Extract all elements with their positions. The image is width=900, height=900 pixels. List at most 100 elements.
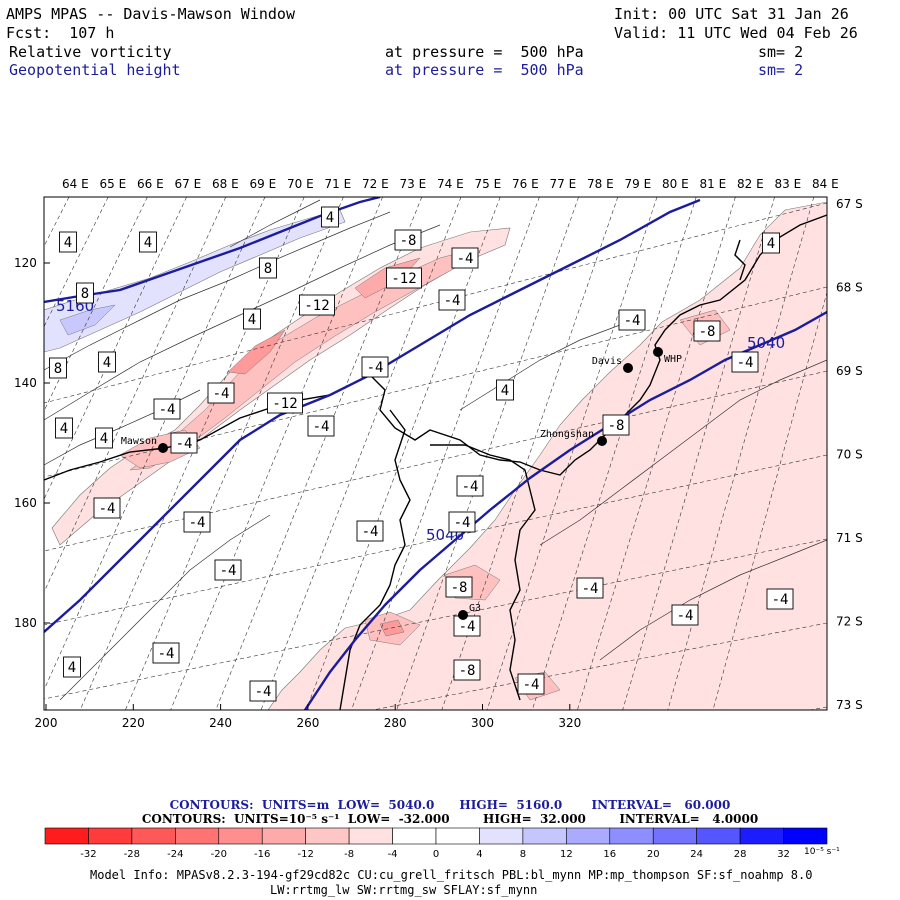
right-latitude-label: 70 S	[836, 448, 863, 462]
svg-text:-8: -8	[608, 418, 625, 434]
app-title: AMPS MPAS -- Davis-Mawson Window	[6, 5, 295, 23]
bottom-axis-label: 240	[209, 716, 232, 730]
colorbar-swatch	[696, 827, 741, 845]
colorbar-tick-label: 16	[603, 849, 616, 860]
svg-text:-12: -12	[272, 396, 297, 412]
vorticity-label: -4	[152, 642, 180, 664]
top-longitude-label: 80 E	[662, 177, 689, 191]
coastline-path	[734, 239, 746, 281]
svg-text:8: 8	[54, 361, 62, 377]
top-longitude-label: 73 E	[400, 177, 427, 191]
field2-smooth: sm= 2	[758, 61, 804, 79]
height-label-5040-east: 5040	[747, 334, 785, 352]
left-axis-labels: 120 140 160 180	[14, 256, 50, 630]
vorticity-label: -8	[693, 320, 721, 342]
vorticity-label: -4	[153, 398, 181, 420]
vorticity-label: -4	[207, 382, 235, 404]
svg-text:-4: -4	[255, 684, 272, 700]
svg-text:-8: -8	[400, 233, 417, 249]
forecast-hour: Fcst: 107 h	[6, 24, 115, 42]
svg-text:4: 4	[501, 383, 509, 399]
colorbar-tick-label: -20	[211, 849, 227, 860]
colorbar-tick-label: 0	[433, 849, 439, 860]
left-axis-label: 140	[14, 376, 37, 390]
model-info-line2: LW:rrtmg_lw SW:rrtmg_sw SFLAY:sf_mynn	[270, 883, 538, 897]
vorticity-label: 4	[243, 308, 261, 330]
colorbar-swatch	[218, 827, 263, 845]
bottom-axis-label: 320	[558, 716, 581, 730]
svg-text:-8: -8	[451, 580, 468, 596]
top-longitude-label: 64 E	[62, 177, 89, 191]
svg-text:4: 4	[100, 431, 108, 447]
top-longitude-label: 72 E	[362, 177, 389, 191]
svg-text:4: 4	[248, 312, 256, 328]
left-axis-label: 180	[14, 616, 37, 630]
vorticity-pos-area-west-core	[59, 304, 116, 336]
top-longitude-label: 79 E	[625, 177, 652, 191]
latitude-grid-line	[44, 286, 827, 478]
vorticity-label: -4	[448, 511, 476, 533]
vorticity-label: 4	[59, 231, 77, 253]
latitude-grid-line	[44, 370, 827, 552]
top-longitude-label: 81 E	[700, 177, 727, 191]
vorticity-label: 8	[49, 357, 67, 379]
coastline-path	[430, 444, 536, 701]
colorbar-tick-label: -24	[167, 849, 183, 860]
svg-text:4: 4	[68, 660, 76, 676]
longitude-grid-line	[44, 197, 109, 328]
longitude-grid-line	[260, 197, 462, 710]
colorbar-swatch	[739, 827, 784, 845]
vorticity-label: 4	[321, 206, 339, 228]
vorticity-contours-legend: CONTOURS: UNITS=10⁻⁵ s⁻¹ LOW= -32.000 HI…	[141, 812, 759, 826]
colorbar-swatch	[609, 827, 654, 845]
left-axis-label: 160	[14, 496, 37, 510]
vorticity-label: 4	[762, 232, 780, 254]
bottom-axis-label: 200	[35, 716, 58, 730]
top-longitude-label: 67 E	[175, 177, 202, 191]
right-latitude-label: 69 S	[836, 364, 863, 378]
longitude-grid-line	[622, 197, 775, 710]
right-latitude-label: 71 S	[836, 531, 863, 545]
colorbar-swatch	[348, 827, 393, 845]
svg-text:-4: -4	[454, 515, 471, 531]
vorticity-label: 8	[259, 257, 277, 279]
station-marker: WHP	[653, 347, 682, 365]
colorbar-swatch	[652, 827, 697, 845]
latitude-grid-line	[808, 706, 827, 710]
longitude-grid-line	[79, 197, 305, 710]
svg-text:Zhongshan: Zhongshan	[540, 429, 594, 440]
vorticity-label: -4	[307, 415, 335, 437]
colorbar-swatch	[88, 827, 133, 845]
colorbar-swatch	[175, 827, 220, 845]
colorbar-tick-label: 32	[777, 849, 790, 860]
vorticity-pos-area-west	[44, 209, 346, 353]
vorticity-label: -12	[299, 294, 335, 316]
vorticity-label: -4	[731, 351, 759, 373]
svg-text:-4: -4	[367, 360, 384, 376]
colorbar-tick-label: -28	[124, 849, 140, 860]
svg-text:Davis: Davis	[592, 356, 622, 367]
field1-level: at pressure = 500 hPa	[385, 43, 584, 61]
colorbar-tick-label: -12	[297, 849, 313, 860]
svg-text:4: 4	[60, 421, 68, 437]
longitude-grid-line	[44, 197, 227, 593]
svg-text:4: 4	[103, 355, 111, 371]
colorbar-tick-label: 8	[520, 849, 526, 860]
vorticity-label: -4	[249, 680, 277, 702]
vorticity-label: -12	[267, 392, 303, 414]
colorbar-tick-label: -16	[254, 849, 270, 860]
colorbar-tick-label: -32	[80, 849, 96, 860]
vorticity-label: 4	[496, 379, 514, 401]
vorticity-fill-layer	[44, 201, 827, 710]
vort-contour-line	[539, 359, 827, 546]
svg-text:-4: -4	[523, 677, 540, 693]
colorbar-swatch	[44, 827, 89, 845]
left-axis-label: 120	[14, 256, 37, 270]
colorbar-swatch	[305, 827, 350, 845]
bottom-axis-label: 300	[471, 716, 494, 730]
top-longitude-label: 65 E	[100, 177, 127, 191]
svg-text:-4: -4	[772, 592, 789, 608]
longitude-grid-line	[486, 197, 658, 710]
station-marker: G3	[458, 603, 481, 620]
vorticity-label: -4	[170, 432, 198, 454]
